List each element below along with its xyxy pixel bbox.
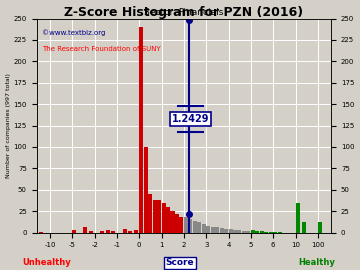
Bar <box>296 202 300 232</box>
Bar <box>215 227 219 232</box>
Bar <box>220 228 224 232</box>
Text: Unhealthy: Unhealthy <box>22 258 71 267</box>
Bar <box>111 231 115 232</box>
Bar <box>246 231 251 232</box>
Bar <box>184 217 188 232</box>
Bar <box>233 230 237 232</box>
Bar <box>206 226 210 232</box>
Bar <box>302 222 306 232</box>
Bar <box>128 231 132 232</box>
Text: Sector: Financials: Sector: Financials <box>144 8 224 18</box>
Bar <box>251 230 255 232</box>
Bar <box>153 200 157 232</box>
Bar <box>318 222 322 232</box>
Text: 1.2429: 1.2429 <box>172 114 209 124</box>
Text: Healthy: Healthy <box>298 258 335 267</box>
Bar <box>162 202 166 232</box>
Bar <box>157 200 161 232</box>
Bar <box>224 229 228 232</box>
Bar <box>106 230 110 232</box>
Bar <box>134 230 138 232</box>
Bar <box>197 222 201 232</box>
Bar <box>238 230 242 232</box>
Bar <box>202 224 206 232</box>
Bar <box>255 231 259 232</box>
Bar <box>148 194 152 232</box>
Bar <box>144 147 148 232</box>
Text: Score: Score <box>166 258 194 267</box>
Bar <box>72 230 76 232</box>
Bar <box>171 211 175 232</box>
Bar <box>175 214 179 232</box>
Text: ©www.textbiz.org: ©www.textbiz.org <box>42 29 106 36</box>
Bar <box>242 231 246 232</box>
Bar <box>139 27 143 232</box>
Bar <box>100 231 104 232</box>
Bar <box>260 231 264 232</box>
Bar <box>166 207 170 232</box>
Bar <box>84 227 87 232</box>
Bar <box>89 231 93 232</box>
Bar <box>179 217 184 232</box>
Bar <box>229 229 233 232</box>
Title: Z-Score Histogram for PZN (2016): Z-Score Histogram for PZN (2016) <box>64 6 303 19</box>
Y-axis label: Number of companies (997 total): Number of companies (997 total) <box>5 73 10 178</box>
Bar <box>193 221 197 232</box>
Bar <box>211 227 215 232</box>
Text: The Research Foundation of SUNY: The Research Foundation of SUNY <box>42 46 161 52</box>
Bar <box>188 219 192 232</box>
Bar <box>122 229 126 232</box>
